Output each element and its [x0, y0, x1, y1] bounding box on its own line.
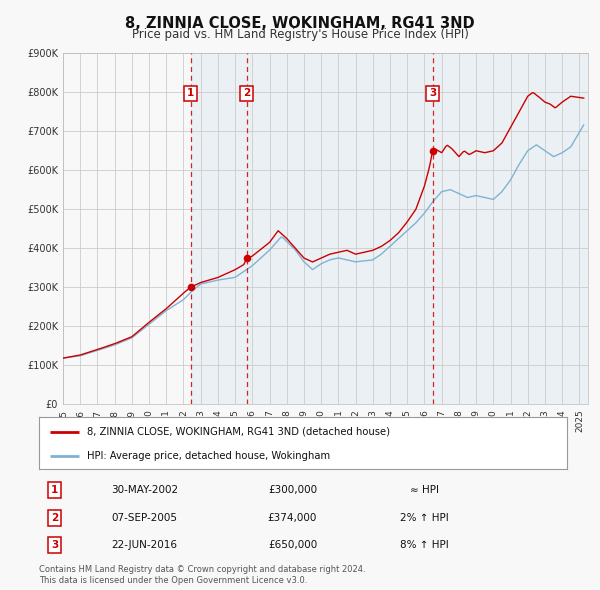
Text: Price paid vs. HM Land Registry's House Price Index (HPI): Price paid vs. HM Land Registry's House … [131, 28, 469, 41]
Text: 3: 3 [51, 540, 58, 550]
Text: 8, ZINNIA CLOSE, WOKINGHAM, RG41 3ND (detached house): 8, ZINNIA CLOSE, WOKINGHAM, RG41 3ND (de… [86, 427, 389, 437]
Text: £300,000: £300,000 [268, 486, 317, 496]
Text: 8% ↑ HPI: 8% ↑ HPI [400, 540, 449, 550]
Text: 1: 1 [187, 88, 194, 99]
Text: 30-MAY-2002: 30-MAY-2002 [111, 486, 178, 496]
Text: 2% ↑ HPI: 2% ↑ HPI [400, 513, 449, 523]
Text: 22-JUN-2016: 22-JUN-2016 [112, 540, 178, 550]
Bar [433, 53, 588, 404]
Text: £374,000: £374,000 [268, 513, 317, 523]
Text: 2: 2 [51, 513, 58, 523]
Text: 1: 1 [51, 486, 58, 496]
Text: £650,000: £650,000 [268, 540, 317, 550]
Text: 8, ZINNIA CLOSE, WOKINGHAM, RG41 3ND: 8, ZINNIA CLOSE, WOKINGHAM, RG41 3ND [125, 16, 475, 31]
Bar [191, 53, 247, 404]
Text: Contains HM Land Registry data © Crown copyright and database right 2024.
This d: Contains HM Land Registry data © Crown c… [39, 565, 365, 585]
Text: HPI: Average price, detached house, Wokingham: HPI: Average price, detached house, Woki… [86, 451, 329, 461]
Text: 07-SEP-2005: 07-SEP-2005 [112, 513, 178, 523]
Text: 3: 3 [429, 88, 436, 99]
Text: 2: 2 [243, 88, 250, 99]
Bar [247, 53, 433, 404]
Text: ≈ HPI: ≈ HPI [410, 486, 439, 496]
